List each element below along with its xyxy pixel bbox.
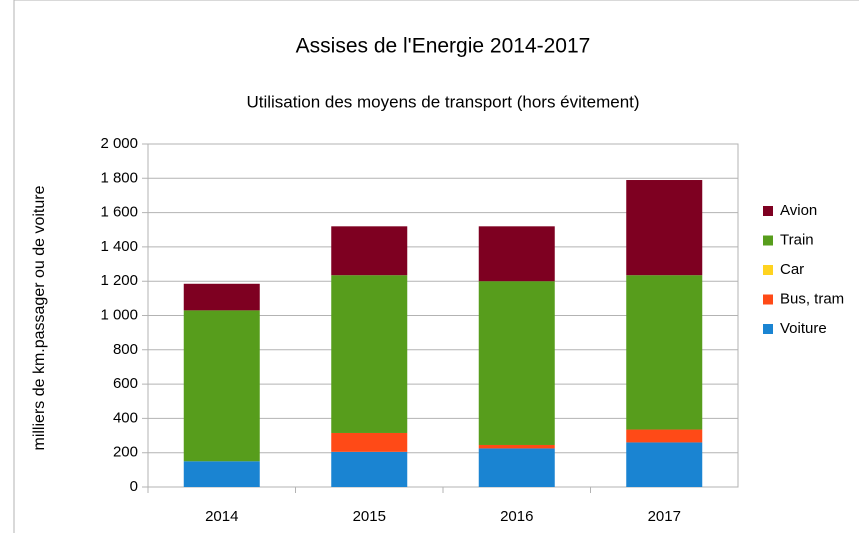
bar-segment — [626, 429, 703, 443]
legend-label: Bus, tram — [780, 290, 844, 307]
y-tick-label: 1 800 — [100, 169, 138, 186]
bar-segment — [478, 448, 555, 487]
y-axis-label: milliers de km.passager ou de voiture — [31, 185, 48, 450]
bar-segment — [331, 275, 408, 433]
x-tick-label: 2017 — [648, 508, 681, 525]
bar-segment — [478, 226, 555, 282]
legend-swatch — [763, 206, 773, 216]
x-tick-label: 2016 — [500, 508, 533, 525]
y-tick-label: 800 — [113, 341, 138, 358]
y-tick-label: 2 000 — [100, 135, 138, 152]
bar-segment — [331, 226, 408, 276]
bar-segment — [626, 275, 703, 430]
legend-label: Train — [780, 231, 814, 248]
legend-swatch — [763, 235, 773, 246]
chart-subtitle: Utilisation des moyens de transport (hor… — [246, 92, 639, 111]
bar-segment — [626, 180, 703, 276]
y-tick-label: 600 — [113, 375, 138, 392]
y-tick-label: 0 — [130, 478, 138, 495]
y-tick-label: 400 — [113, 409, 138, 426]
bar-segment — [183, 461, 260, 487]
legend-label: Voiture — [780, 320, 827, 337]
y-tick-label: 1 000 — [100, 306, 138, 323]
y-tick-label: 1 200 — [100, 272, 138, 289]
legend-swatch — [763, 324, 773, 334]
chart-title: Assises de l'Energie 2014-2017 — [296, 35, 591, 58]
bar-segment — [331, 432, 408, 452]
legend-swatch — [763, 294, 773, 305]
bar-segment — [183, 310, 260, 462]
y-tick-label: 1 400 — [100, 238, 138, 255]
y-tick-label: 1 600 — [100, 204, 138, 221]
y-tick-label: 200 — [113, 444, 138, 461]
bar-segment — [626, 442, 703, 487]
x-tick-label: 2014 — [205, 508, 238, 525]
bar-segment — [183, 283, 260, 311]
x-tick-label: 2015 — [353, 508, 386, 525]
legend-swatch — [763, 265, 773, 275]
bar-segment — [331, 451, 408, 487]
legend-label: Car — [780, 261, 804, 278]
bar-segment — [478, 444, 555, 449]
frame — [13, 0, 859, 538]
bar-segment — [478, 281, 555, 445]
legend-label: Avion — [780, 202, 817, 219]
